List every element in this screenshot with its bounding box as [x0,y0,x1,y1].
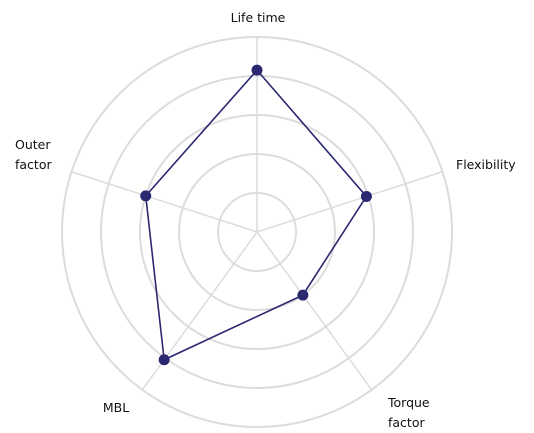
spoke [71,171,258,233]
point [158,354,170,366]
series-line [144,68,368,361]
axis-label: MBL [102,400,130,415]
spoke [256,171,443,233]
spoke [141,231,258,391]
point [360,190,372,202]
axis-label: Flexibility [456,157,516,172]
axis-label: Torque factor [388,395,430,430]
axis-label: Life time [230,10,286,25]
point [297,289,309,301]
axis-label: Outer factor [15,137,52,172]
spoke [256,231,373,391]
point [251,64,263,76]
point [140,190,152,202]
